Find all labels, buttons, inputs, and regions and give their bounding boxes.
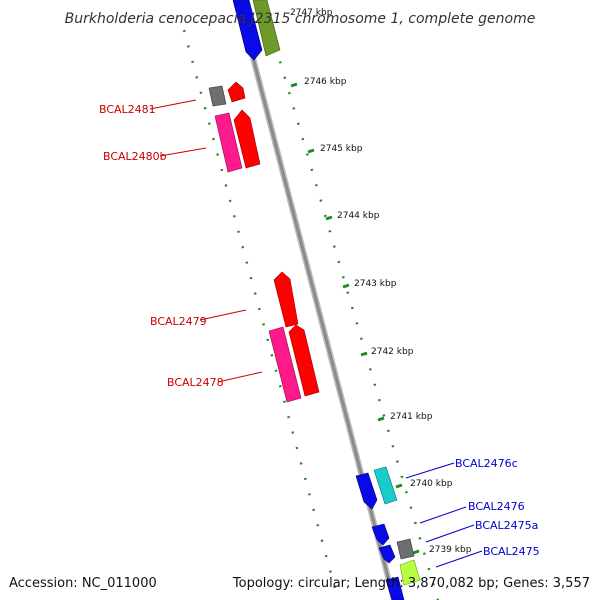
kbp-label-partial: 2747 kbp	[290, 8, 333, 18]
gene-bottom-blue[interactable]	[385, 576, 405, 600]
gene-label-bcal2480b[interactable]: BCAL2480b	[103, 150, 167, 163]
gc-content-track	[182, 29, 340, 600]
kbp-label-2743: 2743 kbp	[354, 279, 397, 289]
topology-summary: Topology: circular; Length: 3,870,082 bp…	[232, 576, 590, 591]
kbp-label-2746: 2746 kbp	[304, 77, 347, 87]
gene-bcal2475a-blue[interactable]	[378, 544, 396, 564]
kbp-label-2739: 2739 kbp	[429, 545, 472, 555]
kbp-label-2745: 2745 kbp	[320, 144, 363, 154]
kbp-tick-marks	[290, 82, 420, 555]
label-leaders	[149, 99, 483, 568]
gene-bcal2476c-blue[interactable]	[355, 472, 378, 510]
gene-label-bcal2475a[interactable]: BCAL2475a	[475, 519, 538, 532]
gene-features	[208, 0, 421, 600]
kbp-label-2741: 2741 kbp	[390, 412, 433, 422]
gene-bcal2481-gray[interactable]	[208, 85, 227, 107]
gene-bcal2480b-pink[interactable]	[214, 112, 243, 173]
gene-olive-top[interactable]	[252, 0, 281, 57]
gene-label-bcal2481[interactable]: BCAL2481	[99, 103, 156, 116]
gene-bcal2478-red[interactable]	[288, 324, 320, 397]
gene-bcal2481-red[interactable]	[227, 81, 246, 103]
gene-labels: BCAL2481 BCAL2480b BCAL2479 BCAL2478 BCA…	[99, 103, 540, 558]
gene-label-bcal2476[interactable]: BCAL2476	[468, 500, 525, 513]
kbp-label-2744: 2744 kbp	[337, 211, 380, 221]
gene-bcal2478-pink[interactable]	[268, 326, 302, 403]
kbp-label-2742: 2742 kbp	[371, 347, 414, 357]
gene-blue-top[interactable]	[232, 0, 263, 61]
map-title: Burkholderia cenocepacia J2315 chromosom…	[65, 11, 536, 27]
gene-bcal2475-lime[interactable]	[399, 559, 421, 586]
gene-label-bcal2479[interactable]: BCAL2479	[150, 315, 207, 328]
gene-bcal2476c-cyan[interactable]	[373, 466, 398, 505]
accession-text: Accession: NC_011000	[9, 576, 157, 591]
gene-label-bcal2475[interactable]: BCAL2475	[483, 545, 540, 558]
gene-bcal2479-red[interactable]	[273, 271, 299, 328]
chromosome-backbone	[235, 0, 397, 600]
kbp-labels: 2747 kbp 2746 kbp 2745 kbp 2744 kbp 2743…	[290, 8, 472, 555]
gene-label-bcal2478[interactable]: BCAL2478	[167, 376, 224, 389]
gene-bcal2480b-red[interactable]	[233, 109, 261, 169]
kbp-label-2740: 2740 kbp	[410, 479, 453, 489]
gene-bcal2475a-gray[interactable]	[396, 538, 415, 560]
gene-label-bcal2476c[interactable]: BCAL2476c	[455, 457, 518, 470]
gene-bcal2476-blue[interactable]	[371, 523, 390, 546]
